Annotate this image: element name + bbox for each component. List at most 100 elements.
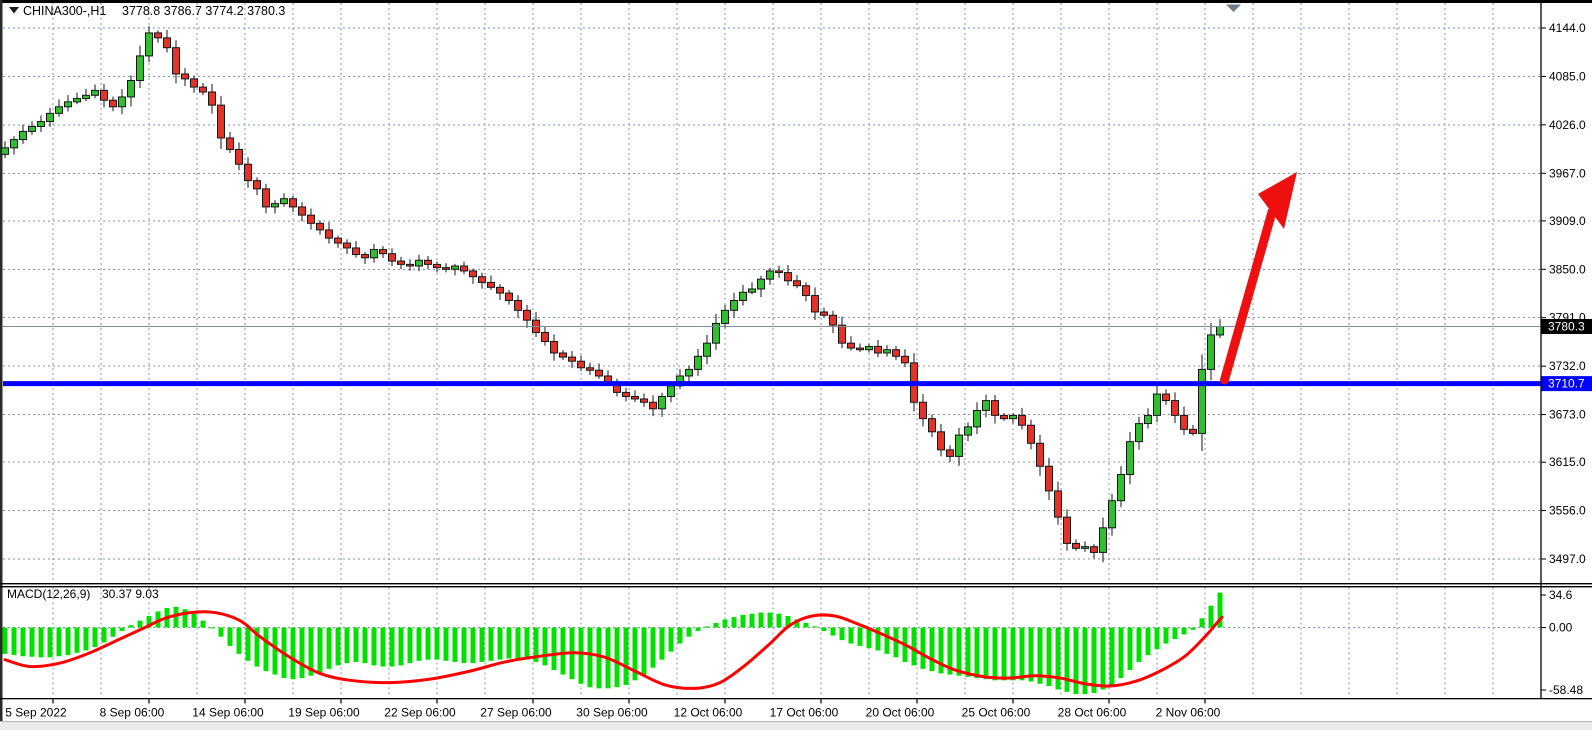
candle-body	[370, 249, 378, 259]
candle-body	[793, 280, 801, 287]
macd-hist-bar	[893, 627, 899, 658]
macd-hist-bar	[2, 627, 8, 654]
macd-hist-bar	[209, 627, 215, 629]
price-axis[interactable]	[1542, 3, 1592, 698]
candle-body	[775, 270, 783, 274]
candle-body	[1144, 414, 1152, 425]
candle-body	[838, 324, 846, 344]
svg-text:3710.7: 3710.7	[1548, 377, 1585, 391]
price-tick-label: 3615.0	[1549, 455, 1586, 469]
candle-body	[55, 106, 63, 114]
candle-body	[514, 299, 522, 311]
macd-axis-labels: 34.6 0.00 -58.48	[1541, 588, 1583, 697]
candle-body	[541, 331, 549, 343]
candle-body	[136, 55, 144, 82]
candle-body	[208, 91, 216, 106]
macd-hist-bar	[1028, 627, 1034, 682]
macd-hist-bar	[254, 627, 260, 667]
candle-body	[388, 253, 396, 262]
candle-body	[28, 125, 36, 132]
candle-body	[721, 309, 729, 324]
candle-body	[856, 347, 864, 351]
time-tick-label: 17 Oct 06:00	[770, 706, 839, 720]
candle-body	[325, 229, 333, 239]
candle-body	[820, 311, 828, 316]
macd-hist-bar	[830, 627, 836, 636]
macd-hist-bar	[578, 627, 584, 684]
candle-body	[1180, 414, 1188, 430]
candle-body	[1027, 424, 1035, 444]
current-price-marker: 3780.3	[1541, 318, 1592, 334]
axis-price-markers: 3780.3 3710.7	[1541, 318, 1592, 392]
macd-hist-bar	[326, 627, 332, 669]
macd-hist-bar	[290, 627, 296, 680]
macd-hist-bar	[479, 627, 485, 662]
candle-body	[946, 449, 954, 457]
candle-body	[226, 137, 234, 150]
candle-body	[127, 80, 135, 98]
macd-hist-bar	[227, 627, 233, 646]
macd-hist-bar	[1154, 627, 1160, 650]
candle-body	[469, 270, 477, 278]
macd-hist-bar	[416, 627, 422, 661]
macd-hist-bar	[1109, 627, 1115, 685]
main-plot-area[interactable]	[3, 3, 1541, 583]
window-bottom-strip	[0, 722, 1592, 730]
candle-body	[451, 265, 459, 270]
macd-hist-bar	[1118, 627, 1124, 679]
macd-hist-bar	[668, 627, 674, 652]
candle-body	[802, 285, 810, 297]
macd-hist-bar	[11, 627, 17, 656]
candle-body	[1135, 423, 1143, 443]
chart-shift-marker-icon[interactable]	[1226, 4, 1241, 13]
macd-hist-bar	[1082, 627, 1088, 695]
macd-hist-bar	[380, 627, 386, 667]
macd-hist-bar	[821, 627, 827, 631]
candle-body	[586, 367, 594, 371]
macd-hist-bar	[614, 627, 620, 688]
macd-hist-bar	[182, 609, 188, 628]
candle-body	[1171, 400, 1179, 416]
candle-body	[1036, 442, 1044, 467]
time-axis[interactable]	[0, 700, 1541, 722]
candle-body	[1090, 546, 1098, 553]
macd-hist-bar	[146, 616, 152, 628]
candle-body	[73, 98, 81, 103]
macd-plot-area[interactable]	[3, 588, 1541, 698]
symbol-dropdown-icon[interactable]	[9, 7, 19, 14]
candle-body	[271, 203, 279, 208]
candle-body	[1009, 414, 1017, 420]
macd-hist-bar	[1010, 627, 1016, 681]
candle-body	[181, 73, 189, 80]
macd-hist-bar	[1100, 627, 1106, 690]
macd-hist-bar	[992, 627, 998, 681]
macd-hist-bar	[956, 627, 962, 676]
macd-hist-bar	[722, 619, 728, 628]
macd-hist-bar	[794, 619, 800, 628]
candle-body	[703, 342, 711, 357]
candle-body	[307, 214, 315, 224]
time-tick-label: 30 Sep 06:00	[576, 706, 648, 720]
candle-body	[982, 400, 990, 411]
trend-arrow[interactable]	[1220, 172, 1298, 385]
price-tick-label: 4085.0	[1549, 69, 1586, 83]
macd-hist-bar	[407, 627, 413, 664]
candle-body	[1108, 500, 1116, 529]
macd-hist-bar	[641, 627, 647, 675]
candle-body	[109, 99, 117, 108]
candle-body	[397, 260, 405, 265]
candle-body	[442, 267, 450, 270]
macd-hist-bar	[587, 627, 593, 688]
macd-hist-bar	[758, 612, 764, 628]
main-grid	[3, 3, 1541, 583]
candle-body	[82, 94, 90, 100]
candle-body	[523, 309, 531, 321]
window-left-border	[0, 0, 3, 722]
candle-body	[685, 368, 693, 377]
macd-hist-bar	[803, 622, 809, 628]
macd-hist-bar	[263, 627, 269, 672]
candle-body	[739, 291, 747, 301]
candle-body	[64, 101, 72, 108]
macd-hist-bar	[866, 627, 872, 649]
candle-body	[424, 259, 432, 265]
